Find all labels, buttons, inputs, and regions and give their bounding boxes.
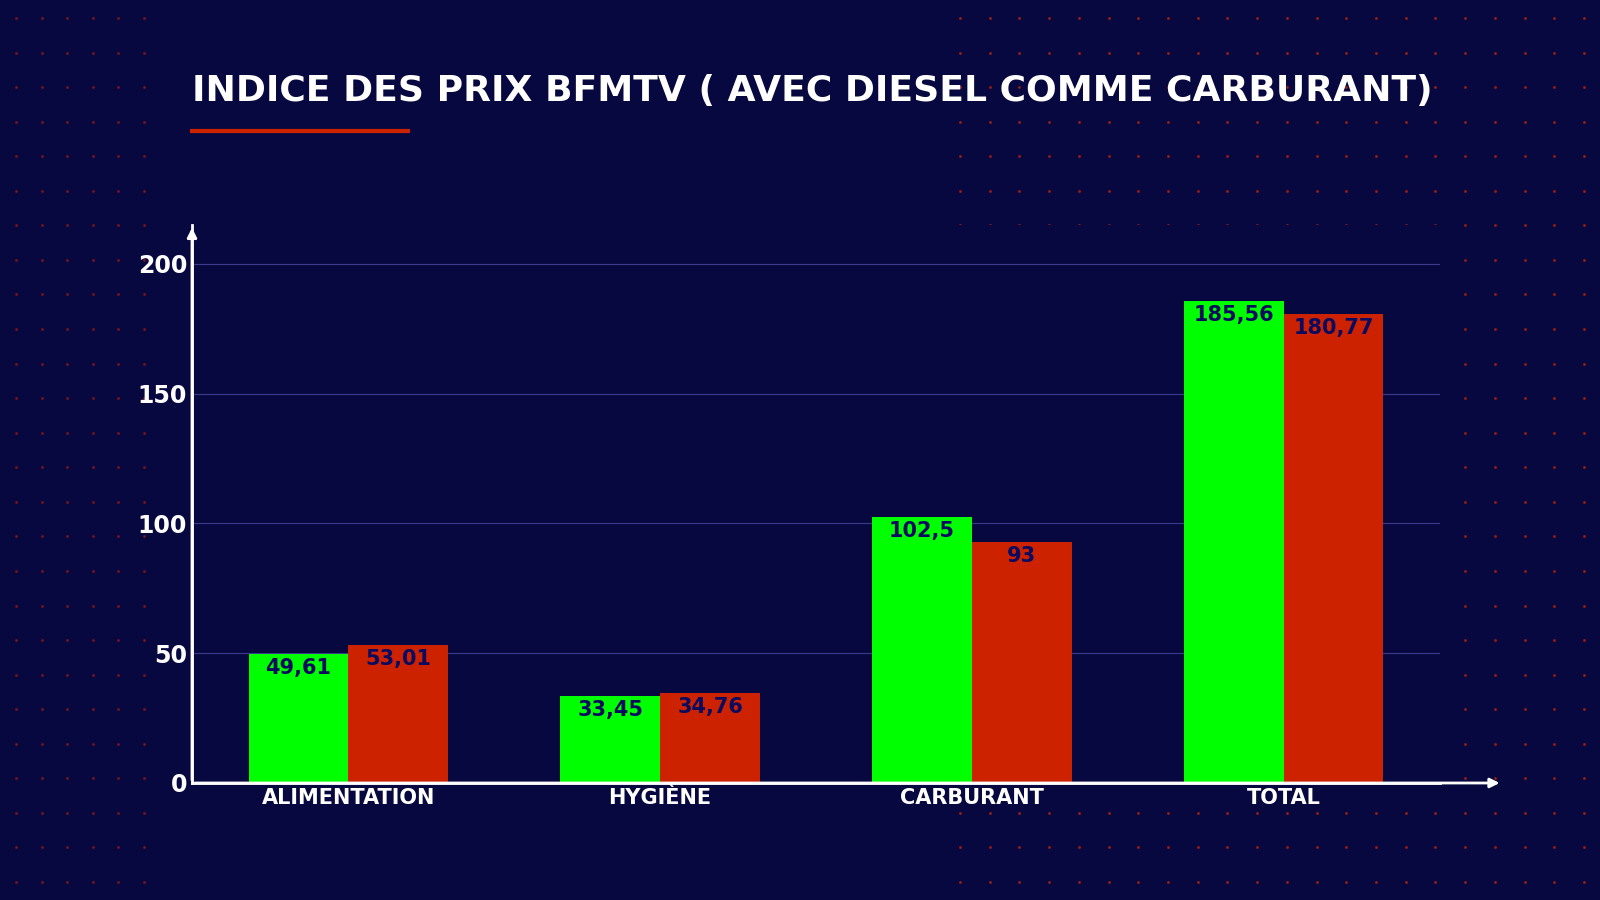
Bar xyxy=(349,645,448,783)
Text: 53,01: 53,01 xyxy=(365,649,432,670)
Bar xyxy=(872,517,971,783)
Text: 185,56: 185,56 xyxy=(1194,305,1274,325)
Bar xyxy=(560,697,661,783)
Bar xyxy=(1184,302,1283,783)
Text: 49,61: 49,61 xyxy=(266,658,331,678)
Text: INDICE DES PRIX BFMTV ( AVEC DIESEL COMME CARBURANT): INDICE DES PRIX BFMTV ( AVEC DIESEL COMM… xyxy=(192,74,1432,108)
Text: 93: 93 xyxy=(1006,545,1037,565)
Text: 102,5: 102,5 xyxy=(890,521,955,541)
Bar xyxy=(971,542,1072,783)
Bar xyxy=(248,654,349,783)
Bar xyxy=(661,693,760,783)
Text: 33,45: 33,45 xyxy=(578,700,643,720)
Text: 180,77: 180,77 xyxy=(1293,318,1373,338)
Bar xyxy=(1283,314,1384,783)
Text: 34,76: 34,76 xyxy=(677,697,742,716)
